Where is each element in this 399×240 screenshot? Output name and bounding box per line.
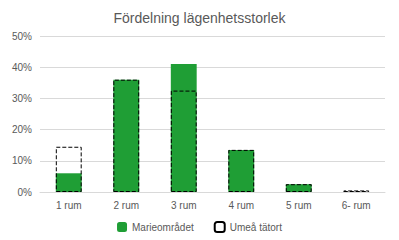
svg-text:6- rum: 6- rum xyxy=(342,200,371,211)
svg-text:1 rum: 1 rum xyxy=(56,200,82,211)
svg-text:4 rum: 4 rum xyxy=(228,200,254,211)
svg-text:2 rum: 2 rum xyxy=(113,200,139,211)
svg-text:Fördelning lägenhetsstorlek: Fördelning lägenhetsstorlek xyxy=(114,10,287,26)
svg-text:10%: 10% xyxy=(12,155,32,166)
svg-text:Umeå tätort: Umeå tätort xyxy=(230,222,282,233)
svg-text:30%: 30% xyxy=(12,93,32,104)
svg-text:20%: 20% xyxy=(12,124,32,135)
svg-text:50%: 50% xyxy=(12,31,32,42)
svg-text:5 rum: 5 rum xyxy=(286,200,312,211)
svg-text:0%: 0% xyxy=(18,187,33,198)
svg-text:3 rum: 3 rum xyxy=(171,200,197,211)
svg-text:Marieområdet: Marieområdet xyxy=(132,222,194,233)
svg-text:40%: 40% xyxy=(12,62,32,73)
